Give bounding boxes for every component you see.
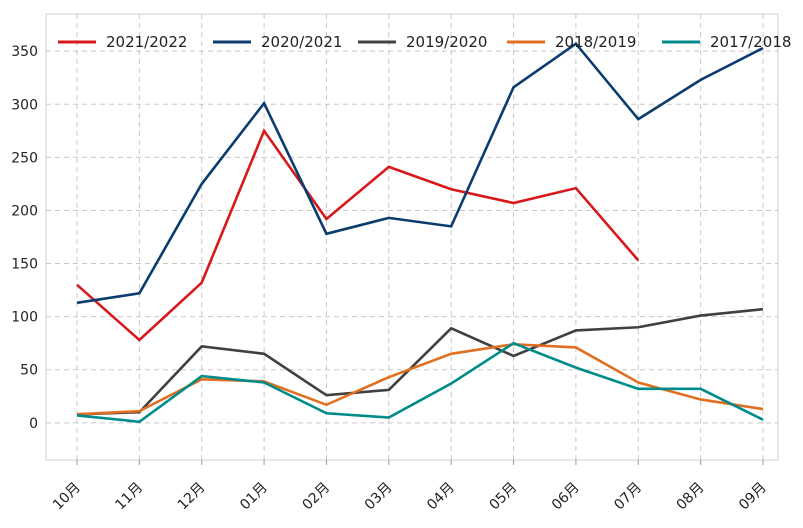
legend-label: 2019/2020: [406, 33, 487, 51]
series-line-2020-2021: [76, 41, 764, 305]
legend-label: 2017/2018: [710, 33, 791, 51]
y-tick-label: 150: [11, 257, 38, 273]
y-tick-label: 350: [11, 44, 38, 60]
y-axis-ticks: 0 50 100 150 200 250 300 350: [11, 44, 38, 432]
series-line-2019-2020: [76, 307, 764, 416]
x-tick-label: 03月: [362, 480, 396, 514]
legend-item: 2018/2019: [507, 33, 636, 51]
series-line-2017-2018: [76, 341, 764, 424]
x-tick-label: 04月: [424, 480, 458, 514]
grid: [46, 14, 778, 460]
y-tick-label: 50: [20, 363, 38, 379]
x-tick-label: 05月: [487, 480, 521, 514]
y-tick-label: 250: [11, 150, 38, 166]
y-tick-label: 100: [11, 310, 38, 326]
legend-item: 2021/2022: [58, 33, 187, 51]
x-tick-label: 08月: [674, 480, 708, 514]
y-tick-label: 200: [11, 203, 38, 219]
legend-label: 2021/2022: [106, 33, 187, 51]
legend-item: 2017/2018: [662, 33, 791, 51]
legend: 2021/2022 2020/2021 2019/2020 2018/2019 2017…: [58, 33, 791, 51]
x-tick-label: 02月: [299, 480, 333, 514]
plot-area: [45, 13, 779, 461]
x-tick-label: 12月: [175, 480, 209, 514]
series-lines: [76, 41, 764, 424]
x-axis-ticks: 10月 11月 12月 01月 02月 03月 04月 05月 06月 07月 08月 09月: [50, 460, 770, 513]
legend-item: 2020/2021: [213, 33, 342, 51]
legend-label: 2020/2021: [261, 33, 342, 51]
legend-label: 2018/2019: [555, 33, 636, 51]
x-tick-label: 11月: [112, 480, 146, 514]
x-tick-label: 01月: [237, 480, 271, 514]
x-tick-label: 06月: [549, 480, 583, 514]
y-tick-label: 0: [29, 416, 38, 432]
y-tick-label: 300: [11, 97, 38, 113]
legend-item: 2019/2020: [358, 33, 487, 51]
x-tick-label: 09月: [736, 480, 770, 514]
x-tick-label: 07月: [611, 480, 645, 514]
x-tick-label: 10月: [50, 480, 84, 514]
series-line-2021-2022: [76, 128, 640, 342]
